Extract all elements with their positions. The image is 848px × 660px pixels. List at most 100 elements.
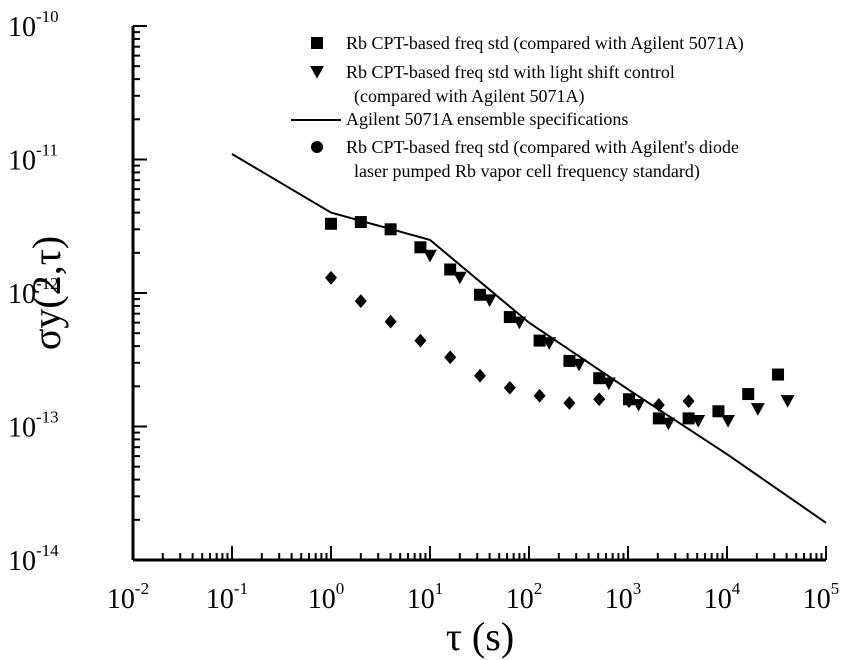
x-tick-label-exp: -2 — [135, 579, 149, 598]
y-tick-label-base: 10 — [8, 146, 36, 177]
legend-label: Rb CPT-based freq std (compared with Agi… — [346, 137, 739, 158]
legend-label-line2: (compared with Agilent 5071A) — [354, 86, 584, 107]
triangle-down-point — [423, 249, 437, 263]
y-tick-label: 10-10 — [8, 7, 59, 43]
diamond-point — [325, 270, 337, 285]
legend-label-line2: laser pumped Rb vapor cell frequency sta… — [354, 161, 700, 182]
x-tick-label-base: 10 — [107, 584, 135, 615]
series-2 — [423, 249, 795, 431]
diamond-point — [444, 350, 457, 365]
x-tick-label-base: 10 — [407, 584, 435, 615]
diamond-point — [533, 388, 546, 403]
square-point — [503, 311, 516, 324]
x-tick-label: 100 — [308, 579, 345, 615]
y-tick-label-exp: -10 — [36, 7, 59, 26]
y-tick-label-base: 10 — [8, 413, 36, 444]
triangle-down-point — [691, 414, 706, 428]
x-tick-label-exp: 5 — [831, 579, 840, 598]
x-tick-label-exp: -1 — [234, 579, 248, 598]
series-1 — [325, 216, 785, 425]
triangle-down-point — [780, 395, 795, 408]
x-tick-label-exp: 2 — [534, 579, 543, 598]
triangle-down-point — [542, 337, 557, 350]
x-tick-label-exp: 4 — [732, 579, 741, 598]
square-point — [652, 412, 665, 425]
diamond-point — [474, 368, 487, 383]
diamond-point — [623, 394, 636, 408]
diamond-point — [563, 396, 576, 410]
x-tick-label: 102 — [506, 579, 543, 615]
triangle-down-point — [631, 398, 646, 412]
y-tick-label: 10-14 — [8, 541, 59, 577]
diamond-point — [593, 392, 606, 407]
square-point — [533, 334, 546, 347]
x-tick-label: 105 — [803, 579, 840, 615]
legend-item-2: Rb CPT-based freq std with light shift c… — [310, 62, 675, 107]
x-axis-title: τ (s) — [446, 614, 514, 659]
legend-marker — [311, 37, 323, 49]
x-tick-label: 104 — [704, 579, 741, 615]
diamond-point — [503, 380, 516, 395]
legend: Rb CPT-based freq std (compared with Agi… — [291, 33, 744, 182]
legend-item-3: Agilent 5071A ensemble specifications — [291, 109, 628, 129]
y-axis-title: σy(2,τ) — [24, 236, 69, 350]
x-tick-label-base: 10 — [605, 584, 633, 615]
square-point — [444, 263, 457, 276]
legend-label: Agilent 5071A ensemble specifications — [346, 109, 628, 129]
y-tick-label-exp: -14 — [36, 541, 59, 560]
y-tick-label-base: 10 — [8, 12, 36, 43]
legend-label: Rb CPT-based freq std with light shift c… — [346, 62, 675, 82]
x-tick-label: 103 — [605, 579, 642, 615]
spec-line — [231, 153, 827, 524]
y-tick-label-exp: -12 — [36, 274, 59, 293]
x-tick-label-exp: 0 — [336, 579, 345, 598]
x-tick-label: 10-2 — [107, 579, 149, 615]
triangle-down-point — [482, 294, 497, 308]
x-axis-ticks: 10-2 10-1 100 101 102 103 104 105 — [107, 546, 839, 615]
legend-item-4: Rb CPT-based freq std (compared with Agi… — [311, 137, 739, 182]
triangle-down-point — [572, 358, 586, 372]
legend-label: Rb CPT-based freq std (compared with Agi… — [346, 33, 744, 54]
triangle-down-point — [661, 417, 676, 431]
x-tick-label-base: 10 — [506, 584, 534, 615]
legend-marker — [311, 141, 323, 153]
diamond-point — [384, 314, 397, 329]
square-point — [772, 368, 785, 381]
triangle-down-point — [721, 414, 735, 428]
y-tick-label-exp: -13 — [36, 408, 59, 427]
y-tick-label: 10-11 — [8, 141, 58, 177]
x-tick-label-base: 10 — [704, 584, 732, 615]
triangle-down-point — [512, 316, 527, 330]
x-tick-label-base: 10 — [206, 584, 234, 615]
y-tick-label-exp: -11 — [36, 141, 58, 160]
y-tick-label-base: 10 — [8, 279, 36, 310]
y-tick-label-base: 10 — [8, 546, 36, 577]
y-tick-label: 10-13 — [8, 408, 59, 444]
square-point — [325, 217, 337, 230]
series-4 — [325, 270, 695, 412]
diamond-point — [354, 294, 367, 308]
series-layer — [231, 153, 827, 524]
x-tick-label-exp: 1 — [435, 579, 444, 598]
x-tick-label-base: 10 — [803, 584, 831, 615]
triangle-down-point — [601, 377, 616, 391]
triangle-down-point — [452, 271, 467, 285]
x-tick-label: 10-1 — [206, 579, 248, 615]
square-point — [563, 354, 576, 367]
square-point — [593, 372, 606, 385]
legend-marker — [310, 66, 324, 79]
x-tick-label-base: 10 — [308, 584, 336, 615]
square-point — [742, 388, 755, 401]
x-tick-label-exp: 3 — [633, 579, 642, 598]
triangle-down-point — [750, 403, 765, 416]
square-point — [474, 288, 487, 301]
diamond-point — [682, 394, 695, 408]
x-tick-label: 101 — [407, 579, 444, 615]
axis-titles: τ (s) σy(2,τ) — [24, 236, 514, 659]
y-tick-label: 10-12 — [8, 274, 59, 310]
series-3 — [231, 153, 827, 524]
legend-item-1: Rb CPT-based freq std (compared with Agi… — [311, 33, 744, 54]
square-point — [712, 405, 725, 418]
